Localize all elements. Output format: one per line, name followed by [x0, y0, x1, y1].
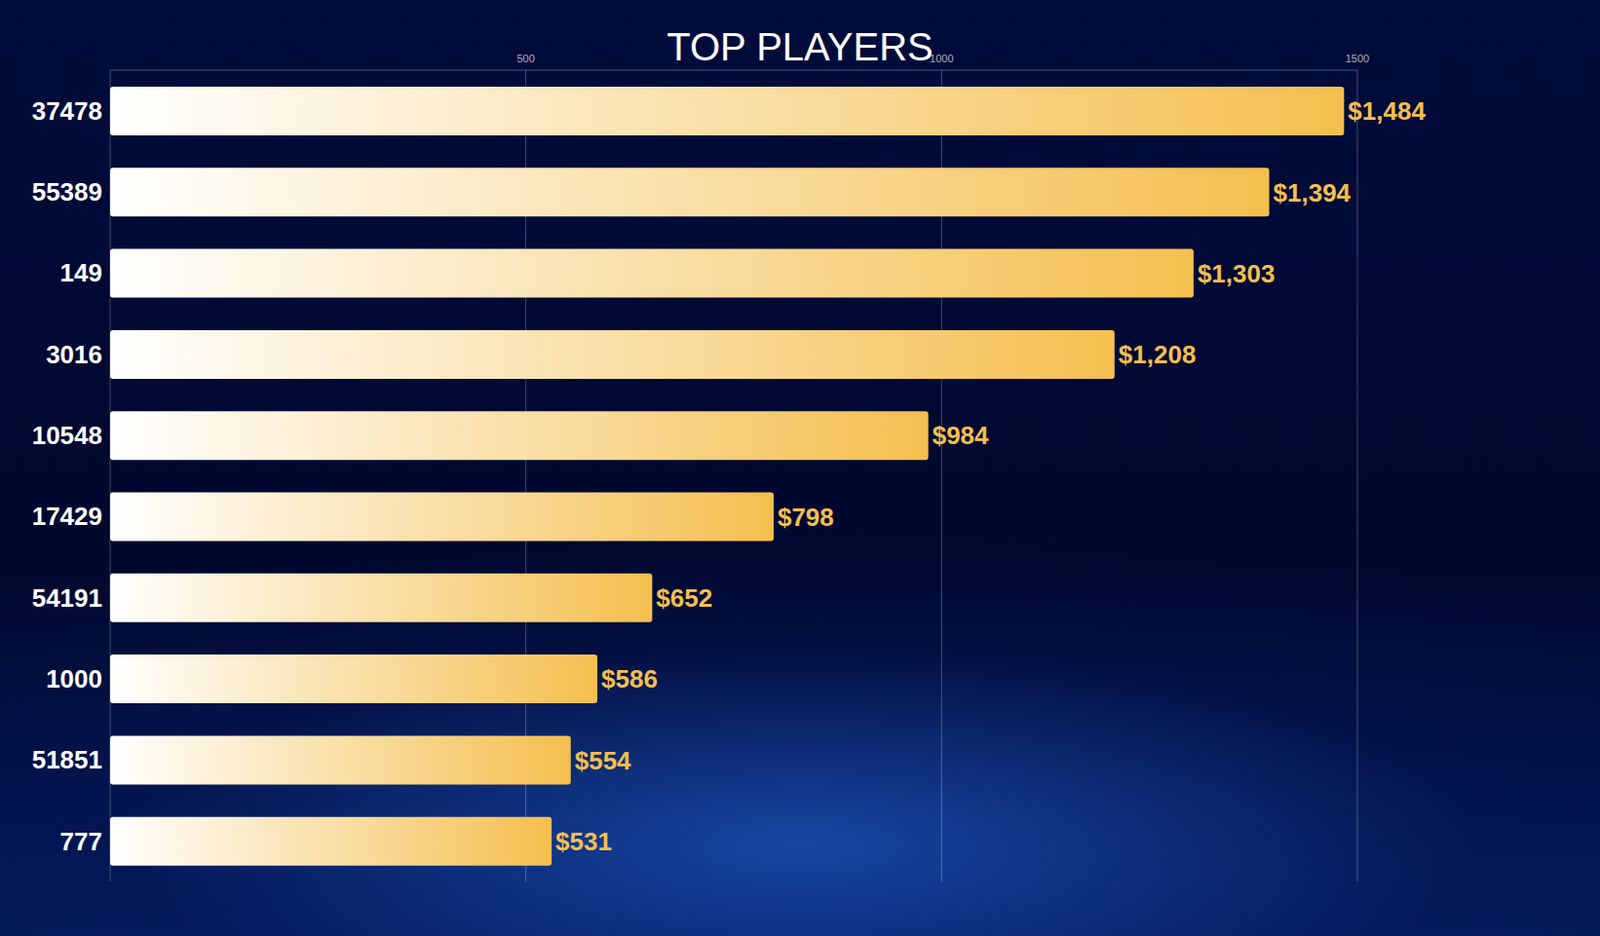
- svg-text:51851: 51851: [32, 745, 103, 775]
- svg-text:$984: $984: [932, 420, 990, 451]
- svg-text:1000: 1000: [929, 52, 953, 65]
- svg-text:$1,303: $1,303: [1197, 259, 1276, 289]
- svg-text:37478: 37478: [32, 96, 103, 126]
- svg-text:10548: 10548: [32, 420, 103, 451]
- svg-text:55389: 55389: [32, 177, 103, 207]
- svg-text:$652: $652: [655, 583, 713, 613]
- svg-text:54191: 54191: [32, 583, 103, 613]
- svg-text:1000: 1000: [45, 664, 103, 694]
- svg-text:$554: $554: [574, 746, 632, 776]
- svg-text:17429: 17429: [32, 501, 103, 532]
- html-text:TOP PLAYERS: TOP PLAYERS: [666, 25, 934, 69]
- svg-text:$531: $531: [555, 827, 612, 857]
- svg-text:$1,208: $1,208: [1118, 340, 1197, 370]
- svg-text:$1,484: $1,484: [1347, 96, 1426, 126]
- svg-text:149: 149: [60, 258, 103, 288]
- svg-text:1500: 1500: [1345, 52, 1370, 65]
- svg-text:3016: 3016: [45, 340, 103, 370]
- svg-text:$1,394: $1,394: [1273, 178, 1352, 208]
- svg-text:500: 500: [516, 52, 534, 65]
- svg-text:$798: $798: [777, 502, 835, 533]
- svg-text:777: 777: [60, 827, 103, 857]
- svg-text:$586: $586: [601, 664, 658, 694]
